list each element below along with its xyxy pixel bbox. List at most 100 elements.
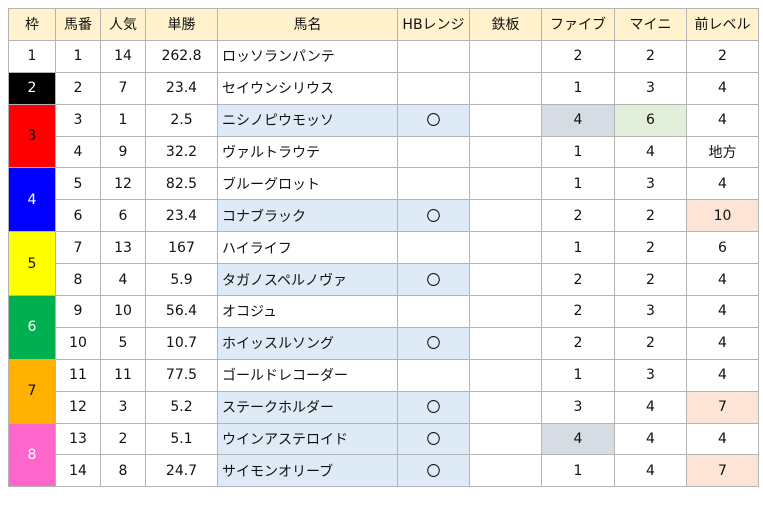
horse-name-cell: タガノスペルノヴァ — [217, 263, 398, 297]
maini-cell: 4 — [614, 454, 687, 488]
horse-name-cell: ブルーグロット — [217, 167, 398, 201]
maini-cell: 3 — [614, 167, 687, 201]
maini-cell: 3 — [614, 71, 687, 105]
frame-cell: 4 — [8, 167, 56, 233]
teppan-cell — [469, 295, 542, 328]
win-odds-cell: 32.2 — [145, 135, 218, 169]
header-umaban: 馬番 — [55, 8, 101, 41]
win-odds-cell: 24.7 — [145, 454, 218, 488]
prev-level-cell: 4 — [686, 263, 759, 297]
teppan-cell — [469, 422, 542, 456]
horse-number-cell: 3 — [55, 103, 101, 137]
prev-level-cell: 7 — [686, 454, 759, 488]
five-cell: 4 — [541, 103, 615, 137]
horse-number-cell: 13 — [55, 422, 101, 456]
horse-number-cell: 10 — [55, 326, 101, 360]
popularity-cell: 1 — [100, 103, 146, 137]
teppan-cell — [469, 390, 542, 424]
win-odds-cell: 167 — [145, 231, 218, 265]
win-odds-cell: 5.9 — [145, 263, 218, 297]
header-maini: マイニ — [614, 8, 687, 41]
prev-level-cell: 4 — [686, 295, 759, 328]
frame-cell: 1 — [8, 39, 56, 73]
table-row: 7 11 11 77.5 ゴールドレコーダー 1 3 4 — [8, 358, 759, 424]
win-odds-cell: 5.2 — [145, 390, 218, 424]
hb-range-cell: 〇 — [397, 326, 470, 360]
horse-name-cell: オコジュ — [217, 295, 398, 328]
popularity-cell: 10 — [100, 295, 146, 328]
popularity-cell: 9 — [100, 135, 146, 169]
prev-level-cell: 6 — [686, 231, 759, 265]
horse-number-cell: 14 — [55, 454, 101, 488]
table-row: 8 13 2 5.1 ウインアステロイド〇 4 4 4 — [8, 422, 759, 488]
popularity-cell: 8 — [100, 454, 146, 488]
frame-cell: 7 — [8, 358, 56, 424]
maini-cell: 2 — [614, 199, 687, 233]
table-row: 6 6 23.4 コナブラック〇 2 2 10 — [9, 199, 759, 233]
table-row: 2 2 7 23.4 セイウンシリウス 1 3 4 — [8, 71, 759, 105]
hb-range-cell: 〇 — [397, 422, 470, 456]
hb-range-cell — [397, 39, 470, 73]
five-cell: 2 — [541, 263, 615, 297]
popularity-cell: 11 — [100, 358, 146, 392]
table-row: 3 3 1 2.5 ニシノピウモッソ〇 4 6 4 — [8, 103, 759, 169]
popularity-cell: 7 — [100, 71, 146, 105]
header-hb-range: HBレンジ — [397, 8, 470, 41]
header-ninki: 人気 — [100, 8, 146, 41]
popularity-cell: 3 — [100, 390, 146, 424]
popularity-cell: 4 — [100, 263, 146, 297]
prev-level-cell: 4 — [686, 422, 759, 456]
five-cell: 1 — [541, 135, 615, 169]
five-cell: 2 — [541, 39, 615, 73]
five-cell: 1 — [541, 167, 615, 201]
maini-cell: 2 — [614, 231, 687, 265]
maini-cell: 2 — [614, 263, 687, 297]
prev-level-cell: 7 — [686, 390, 759, 424]
win-odds-cell: 262.8 — [145, 39, 218, 73]
five-cell: 1 — [541, 71, 615, 105]
prev-level-cell: 4 — [686, 326, 759, 360]
win-odds-cell: 10.7 — [145, 326, 218, 360]
horse-number-cell: 7 — [55, 231, 101, 265]
horse-name-cell: サイモンオリーブ — [217, 454, 398, 488]
teppan-cell — [469, 326, 542, 360]
win-odds-cell: 23.4 — [145, 71, 218, 105]
prev-level-cell: 地方 — [686, 135, 759, 169]
hb-range-cell — [397, 358, 470, 392]
horse-number-cell: 12 — [55, 390, 101, 424]
maini-cell: 6 — [614, 103, 687, 137]
maini-cell: 3 — [614, 295, 687, 328]
table-row: 6 9 10 56.4 オコジュ 2 3 4 — [8, 295, 759, 360]
table-row: 12 3 5.2 ステークホルダー〇 3 4 7 — [9, 390, 759, 424]
frame-cell: 8 — [8, 422, 56, 488]
table-row: 10 5 10.7 ホイッスルソング〇 2 2 4 — [9, 326, 759, 360]
horse-number-cell: 6 — [55, 199, 101, 233]
horse-name-cell: セイウンシリウス — [217, 71, 398, 105]
five-cell: 1 — [541, 231, 615, 265]
popularity-cell: 2 — [100, 422, 146, 456]
header-row: 枠 馬番 人気 単勝 馬名 HBレンジ 鉄板 ファイブ マイニ 前レベル — [8, 8, 759, 41]
win-odds-cell: 5.1 — [145, 422, 218, 456]
win-odds-cell: 56.4 — [145, 295, 218, 328]
hb-range-cell — [397, 71, 470, 105]
teppan-cell — [469, 39, 542, 73]
frame-cell: 2 — [8, 71, 56, 105]
teppan-cell — [469, 103, 542, 137]
hb-range-cell — [397, 167, 470, 201]
hb-range-cell — [397, 135, 470, 169]
horse-name-cell: ステークホルダー — [217, 390, 398, 424]
frame-cell: 3 — [8, 103, 56, 169]
horse-name-cell: ニシノピウモッソ — [217, 103, 398, 137]
table-row: 8 4 5.9 タガノスペルノヴァ〇 2 2 4 — [9, 263, 759, 297]
teppan-cell — [469, 263, 542, 297]
horse-name-cell: ヴァルトラウテ — [217, 135, 398, 169]
table-row: 5 7 13 167 ハイライフ 1 2 6 — [8, 231, 759, 297]
maini-cell: 4 — [614, 390, 687, 424]
header-teppan: 鉄板 — [469, 8, 542, 41]
teppan-cell — [469, 167, 542, 201]
horse-number-cell: 11 — [55, 358, 101, 392]
horse-number-cell: 1 — [55, 39, 101, 73]
prev-level-cell: 10 — [686, 199, 759, 233]
teppan-cell — [469, 231, 542, 265]
